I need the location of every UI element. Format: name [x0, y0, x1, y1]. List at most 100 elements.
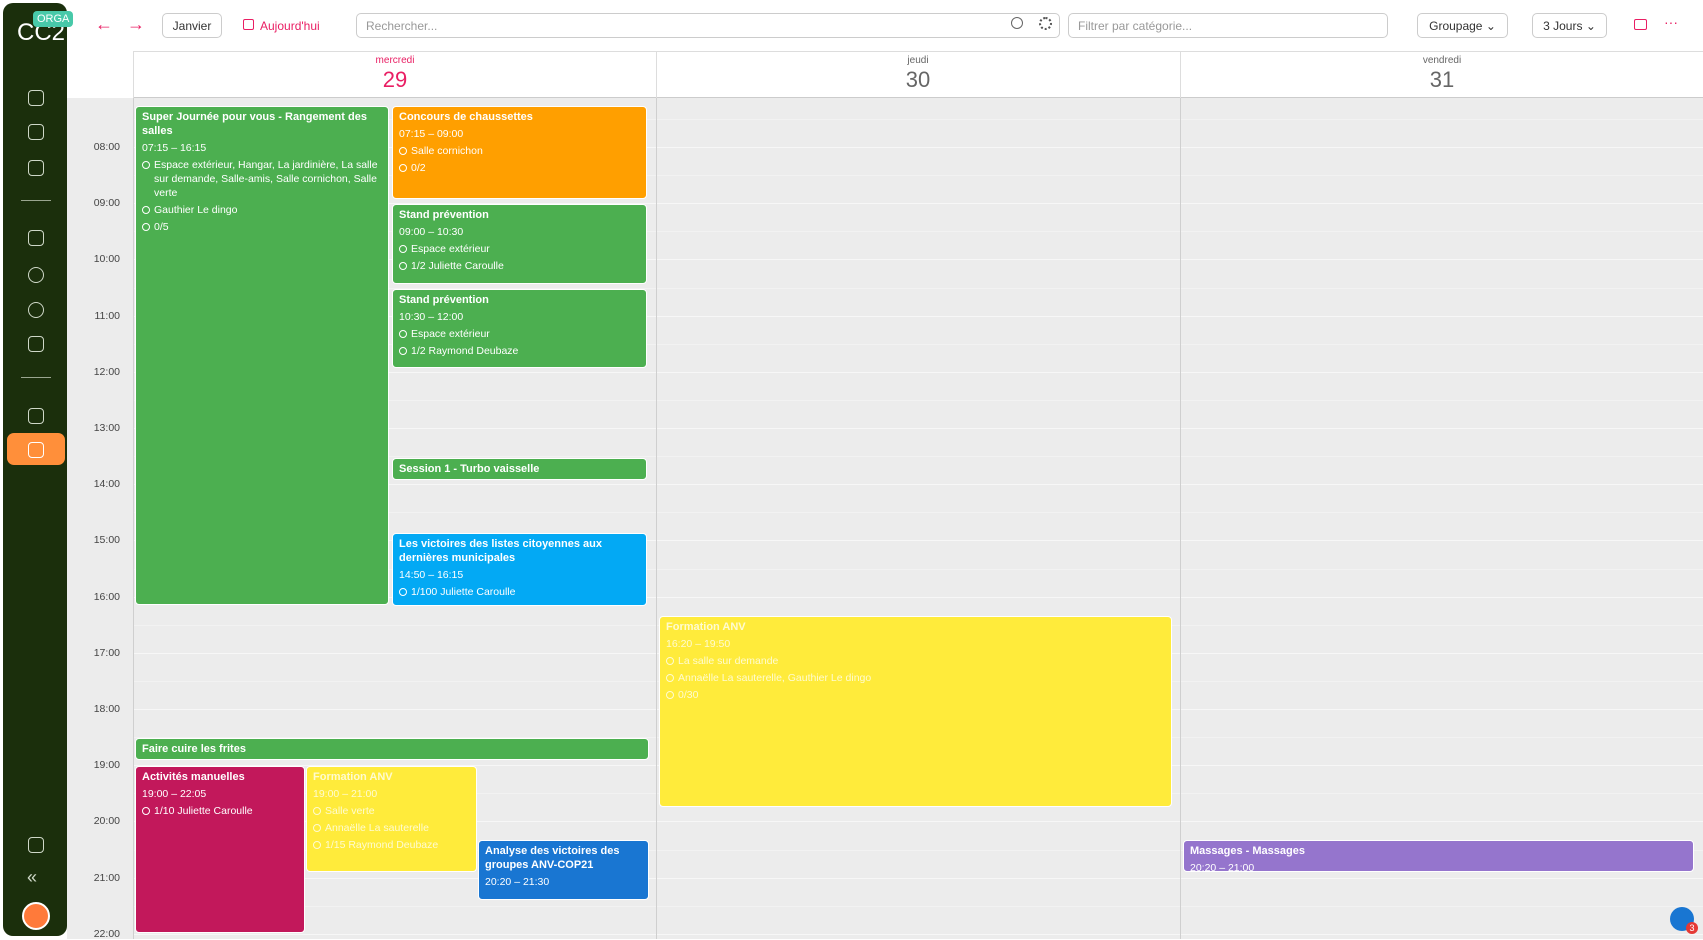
- event-capacity: 1/2 Raymond Deubaze: [399, 344, 640, 358]
- nav-calendar-active[interactable]: [7, 433, 65, 465]
- event-title: Faire cuire les frites: [142, 743, 246, 755]
- view-label: 3 Jours: [1543, 18, 1583, 33]
- hour-label: 12:00: [93, 365, 120, 378]
- event-capacity-text: 1/10 Juliette Caroulle: [154, 805, 253, 817]
- event-capacity-text: 1/2 Raymond Deubaze: [411, 345, 519, 357]
- event-location-text: La salle sur demande: [678, 655, 779, 667]
- icon: [399, 330, 407, 338]
- hour-label: 22:00: [93, 927, 120, 940]
- event-title: Activités manuelles: [142, 771, 245, 783]
- icon: [399, 164, 407, 172]
- event-location: La salle sur demande: [666, 654, 1165, 668]
- day-column-header: mercredi 29: [133, 52, 656, 98]
- hour-label: 08:00: [93, 141, 120, 153]
- event-title: Analyse des victoires des groupes ANV-CO…: [485, 845, 620, 871]
- event[interactable]: Stand prévention 09:00 – 10:30 Espace exté…: [392, 204, 647, 284]
- event-location: Salle cornichon: [399, 144, 640, 158]
- hour-line: [133, 259, 1703, 261]
- half-hour-line: [133, 849, 1703, 851]
- weekday: jeudi: [907, 55, 929, 66]
- event[interactable]: Super Journée pour vous - Rangement des …: [135, 106, 389, 605]
- icon: [399, 262, 407, 270]
- nav-dashboard[interactable]: [28, 90, 44, 106]
- weekday: vendredi: [1422, 55, 1462, 66]
- settings-icon[interactable]: [1039, 17, 1052, 30]
- hour-line: [133, 315, 1703, 317]
- event-time-text: 20:20 – 21:00: [1190, 862, 1255, 872]
- event[interactable]: Formation ANV 16:20 – 19:50 La salle sur d…: [659, 616, 1172, 807]
- date: 30: [905, 67, 931, 92]
- event-location: Salle verte: [313, 804, 470, 818]
- half-hour-line: [133, 175, 1703, 177]
- date: 31: [1429, 67, 1455, 92]
- event-capacity: 1/15 Raymond Deubaze: [313, 838, 470, 852]
- nav-book[interactable]: [28, 336, 44, 352]
- event[interactable]: Session 1 - Turbo vaisselle: [392, 458, 647, 480]
- event-title: Les victoires des listes citoyennes aux …: [399, 538, 602, 564]
- hour-line: [133, 371, 1703, 373]
- event[interactable]: Formation ANV 19:00 – 21:00 Salle verte Ann…: [306, 766, 477, 872]
- month-button[interactable]: Janvier: [162, 13, 222, 38]
- nav-places[interactable]: [28, 267, 44, 283]
- event-capacity: 0/2: [399, 161, 640, 175]
- event[interactable]: Faire cuire les frites: [135, 738, 649, 760]
- hour-line: [133, 933, 1703, 935]
- search-icon[interactable]: [1011, 17, 1023, 29]
- day-column-header: vendredi 31: [1180, 52, 1703, 98]
- half-hour-line: [133, 512, 1703, 514]
- collapse[interactable]: «: [27, 867, 38, 887]
- half-hour-line: [133, 568, 1703, 570]
- grouping-button[interactable]: Groupage ⌄: [1417, 13, 1508, 38]
- half-hour-line: [133, 287, 1703, 289]
- prev[interactable]: ←: [95, 14, 113, 34]
- event[interactable]: Concours de chaussettes 07:15 – 09:00 Sall…: [392, 106, 647, 199]
- event[interactable]: Les victoires des listes citoyennes aux …: [392, 533, 647, 606]
- search-input[interactable]: Rechercher...: [356, 13, 1060, 38]
- event-capacity: 0/30: [666, 688, 1165, 702]
- event[interactable]: Activités manuelles 19:00 – 22:05 1/10 Jul…: [135, 766, 305, 933]
- event-title: Formation ANV: [666, 621, 746, 633]
- hour-label: 14:00: [93, 478, 120, 491]
- divider: [21, 200, 51, 201]
- nav-groups[interactable]: [28, 160, 44, 176]
- hour-label: 11:00: [94, 309, 121, 322]
- nav-tools[interactable]: [28, 124, 44, 140]
- next[interactable]: →: [127, 14, 145, 34]
- event-capacity-text: 1/2 Juliette Caroulle: [411, 260, 504, 272]
- day-header: mercredi 29 jeudi 30 vendredi 31: [133, 51, 1703, 98]
- more[interactable]: ···: [1664, 14, 1678, 30]
- event-capacity-text: 0/2: [411, 162, 426, 174]
- event-location-text: Salle cornichon: [411, 145, 483, 157]
- nav-tags[interactable]: [28, 230, 44, 246]
- today-button[interactable]: Aujourd'hui: [243, 19, 320, 33]
- icon: [399, 588, 407, 596]
- nav-play[interactable]: [28, 837, 44, 853]
- icon: [313, 807, 321, 815]
- view-button[interactable]: 3 Jours ⌄: [1532, 13, 1607, 38]
- category-filter[interactable]: Filtrer par catégorie...: [1068, 13, 1388, 38]
- event-people-text: Annaëlle La sauterelle: [325, 822, 429, 834]
- event-people-text: Gauthier Le dingo: [154, 204, 238, 216]
- event-time-text: 16:20 – 19:50: [666, 638, 731, 650]
- event-capacity: 1/2 Juliette Caroulle: [399, 259, 640, 273]
- hour-line: [133, 203, 1703, 205]
- event-title: Formation ANV: [313, 771, 393, 783]
- event[interactable]: Stand prévention 10:30 – 12:00 Espace exté…: [392, 289, 647, 368]
- avatar[interactable]: [22, 902, 50, 930]
- nav-planning[interactable]: [28, 408, 44, 424]
- event-location: Espace extérieur: [399, 327, 640, 341]
- event[interactable]: Massages - Massages 20:20 – 21:00: [1183, 840, 1694, 872]
- icon: [313, 824, 321, 832]
- icon: [142, 206, 150, 214]
- event-people: Annaëlle La sauterelle: [313, 821, 470, 835]
- event-people-text: Annaëlle La sauterelle, Gauthier Le ding…: [678, 672, 872, 684]
- icon: [142, 161, 150, 169]
- event-capacity-text: 1/100 Juliette Caroulle: [411, 586, 516, 598]
- nav-users[interactable]: [28, 302, 44, 318]
- event-title: Massages - Massages: [1190, 845, 1305, 857]
- event-capacity-text: 0/5: [154, 221, 169, 233]
- event-time-text: 19:00 – 21:00: [313, 788, 378, 800]
- image-icon[interactable]: [1634, 19, 1647, 30]
- event-title: Concours de chaussettes: [399, 111, 533, 123]
- event[interactable]: Analyse des victoires des groupes ANV-CO…: [478, 840, 649, 900]
